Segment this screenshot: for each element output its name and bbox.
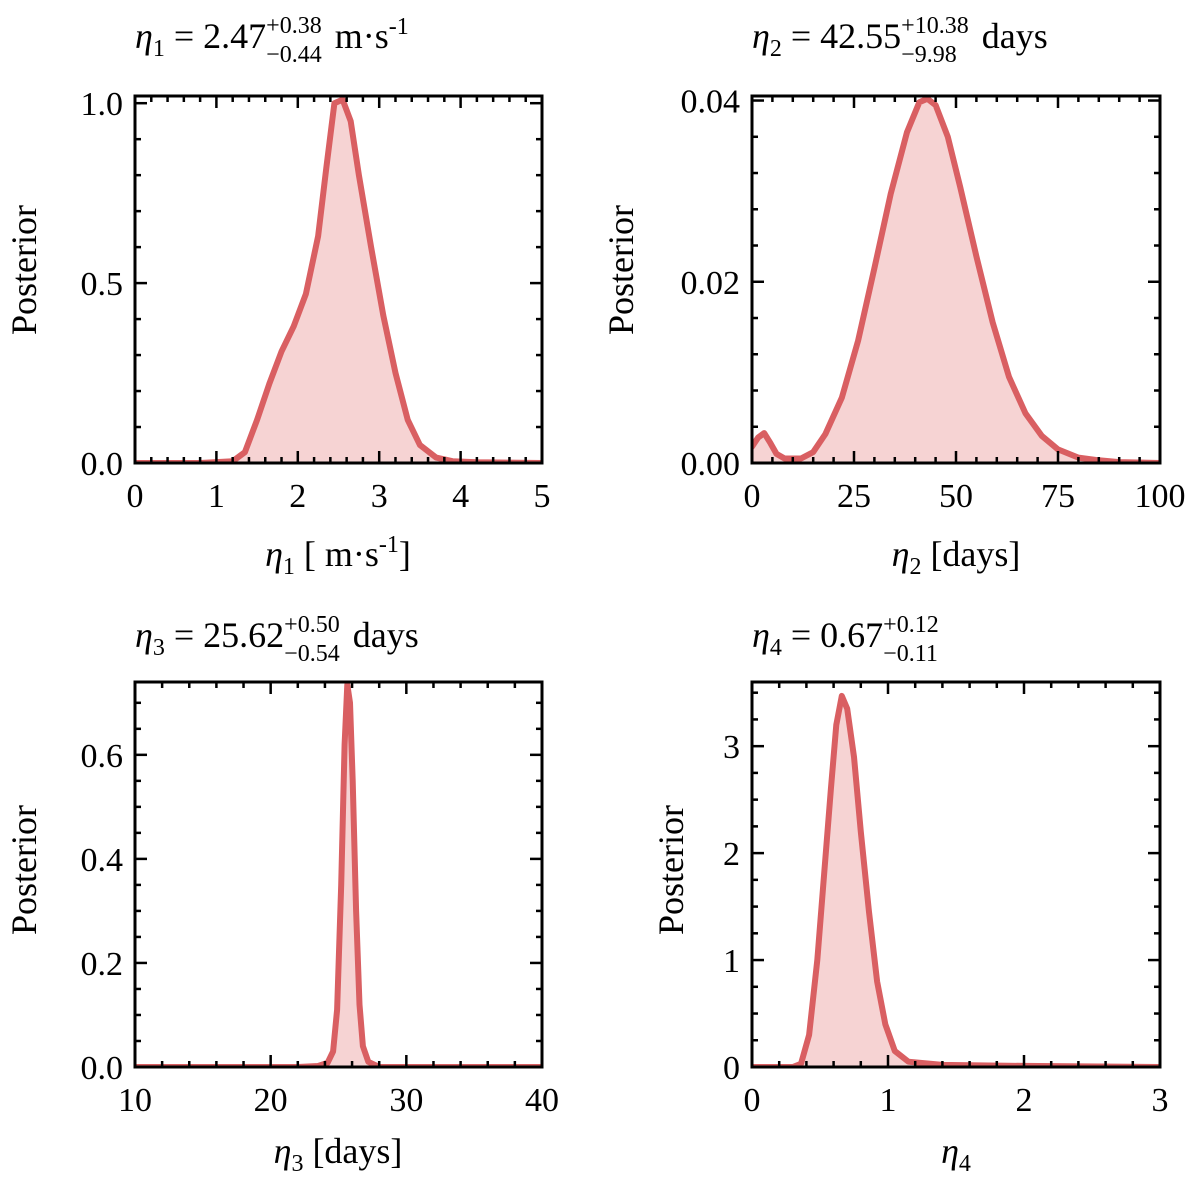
y-tick-label: 0.00 <box>681 446 741 483</box>
title-subscript: 1 <box>153 36 165 62</box>
title-value: = 42.55 <box>782 16 901 56</box>
x-axis-label-3: η3 [days] <box>274 1131 403 1177</box>
title-unit: m·s <box>326 16 389 56</box>
title-symbol: η <box>135 16 153 56</box>
y-tick-label: 0.2 <box>81 946 124 983</box>
title-upper-error: +0.38 <box>266 13 322 39</box>
axes-frame-4 <box>750 680 1162 1069</box>
x-tick-label: 0 <box>744 1082 761 1119</box>
y-tick-label: 0.5 <box>81 266 124 303</box>
posterior-line-3 <box>135 682 542 1067</box>
x-tick-label: 75 <box>1041 478 1075 515</box>
title-value: = 2.47 <box>165 16 266 56</box>
y-tick-label: 1 <box>723 943 740 980</box>
y-tick-label: 0.02 <box>681 265 741 302</box>
x-tick-label: 100 <box>1135 478 1186 515</box>
axes-frame-1 <box>133 94 544 465</box>
x-tick-label: 5 <box>534 478 551 515</box>
title-upper-error: +0.50 <box>284 612 340 638</box>
x-tick-label: 25 <box>837 478 871 515</box>
x-label-symbol: η <box>274 1131 292 1171</box>
title-lower-error: −9.98 <box>901 42 957 68</box>
y-axis-label-4: Posterior <box>651 805 691 935</box>
x-tick-label: 3 <box>1152 1082 1169 1119</box>
x-label-unit-exponent: -1 <box>379 532 399 558</box>
x-tick-label: 3 <box>371 478 388 515</box>
y-axis-label-3: Posterior <box>4 805 44 935</box>
y-tick-label: 0.4 <box>81 842 124 879</box>
panel-title-4: η4 = 0.67+0.12 −0.11 <box>752 612 939 667</box>
y-tick-label: 0.0 <box>81 1050 124 1087</box>
posterior-fill-2 <box>752 98 1160 463</box>
title-lower-error: −0.54 <box>284 641 340 667</box>
x-label-unit: [days] <box>303 1131 402 1171</box>
title-unit: days <box>973 16 1048 56</box>
panel-title-1: η1 = 2.47+0.38 −0.44 m·s-1 <box>135 13 409 68</box>
title-unit: days <box>344 615 419 655</box>
x-tick-label: 4 <box>452 478 469 515</box>
title-subscript: 3 <box>153 635 165 661</box>
axes-frame-3 <box>133 680 544 1069</box>
title-subscript: 2 <box>770 36 782 62</box>
x-tick-label: 50 <box>939 478 973 515</box>
title-value: = 25.62 <box>165 615 284 655</box>
y-tick-label: 1.0 <box>81 86 124 123</box>
posterior-line-4 <box>752 692 1160 1067</box>
y-axis-label-2: Posterior <box>601 205 641 335</box>
x-tick-label: 0 <box>127 478 144 515</box>
title-value: = 0.67 <box>782 615 883 655</box>
x-tick-label: 20 <box>254 1082 288 1119</box>
y-tick-label: 3 <box>723 729 740 766</box>
x-label-symbol: η <box>941 1131 959 1171</box>
title-symbol: η <box>752 16 770 56</box>
panel-title-3: η3 = 25.62+0.50 −0.54 days <box>135 612 419 667</box>
x-tick-label: 0 <box>744 478 761 515</box>
title-upper-error: +10.38 <box>901 13 969 39</box>
title-subscript: 4 <box>770 635 782 661</box>
x-label-symbol: η <box>892 534 910 574</box>
posterior-line-1 <box>135 96 542 463</box>
x-axis-label-2: η2 [days] <box>892 534 1021 580</box>
x-label-subscript: 4 <box>959 1151 971 1177</box>
x-label-subscript: 2 <box>909 554 921 580</box>
x-tick-label: 10 <box>118 1082 152 1119</box>
x-tick-label: 40 <box>525 1082 559 1119</box>
posterior-line-2 <box>752 96 1160 463</box>
y-axis-label-1: Posterior <box>4 205 44 335</box>
x-tick-label: 30 <box>389 1082 423 1119</box>
x-label-subscript: 3 <box>291 1151 303 1177</box>
title-lower-error: −0.44 <box>266 42 322 68</box>
x-label-unit: [days] <box>921 534 1020 574</box>
x-tick-label: 1 <box>208 478 225 515</box>
title-lower-error: −0.11 <box>883 641 938 667</box>
y-tick-label: 2 <box>723 836 740 873</box>
y-tick-label: 0.04 <box>681 84 741 121</box>
title-symbol: η <box>135 615 153 655</box>
x-tick-label: 2 <box>1016 1082 1033 1119</box>
posterior-fill-1 <box>135 99 542 463</box>
x-axis-label-4: η4 <box>941 1131 971 1177</box>
x-label-bracket: ] <box>399 534 411 574</box>
panel-title-2: η2 = 42.55+10.38 −9.98 days <box>752 13 1048 68</box>
title-upper-error: +0.12 <box>883 612 939 638</box>
x-axis-label-1: η1 [ m·s-1] <box>265 532 411 580</box>
x-label-unit: [ m·s <box>295 534 379 574</box>
y-tick-label: 0.0 <box>81 446 124 483</box>
title-symbol: η <box>752 615 770 655</box>
x-tick-label: 2 <box>289 478 306 515</box>
x-label-subscript: 1 <box>283 554 295 580</box>
x-tick-label: 1 <box>880 1082 897 1119</box>
y-tick-label: 0 <box>723 1050 740 1087</box>
x-label-symbol: η <box>265 534 283 574</box>
y-tick-label: 0.6 <box>81 738 124 775</box>
title-unit-exponent: -1 <box>389 14 409 40</box>
